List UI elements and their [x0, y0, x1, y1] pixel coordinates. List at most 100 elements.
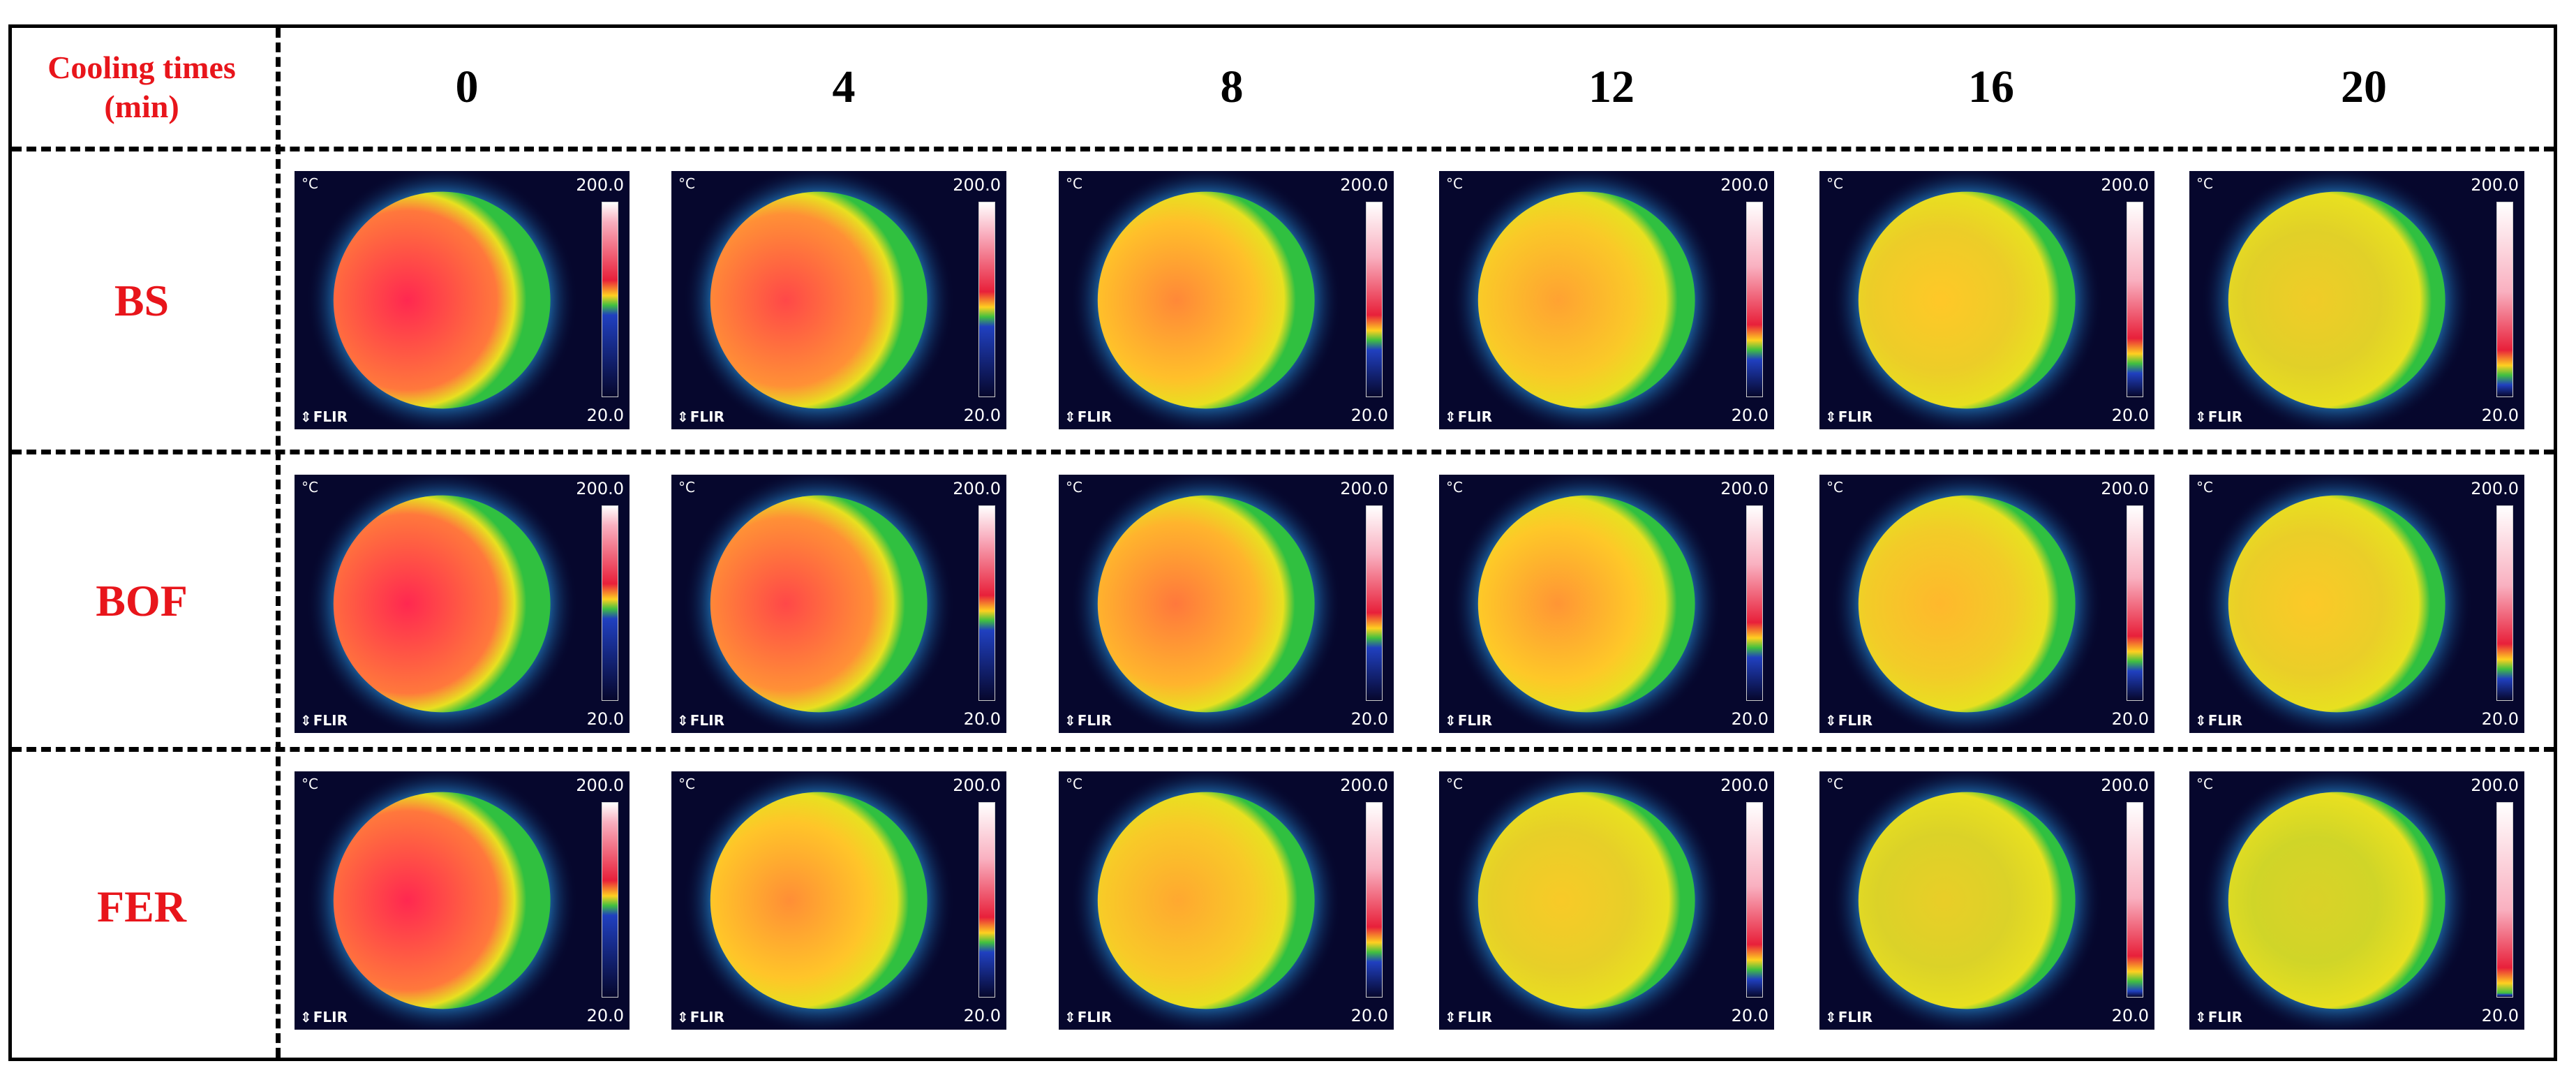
color-scale-bar: [1366, 202, 1383, 397]
flir-logo-text: FLIR: [1077, 1009, 1112, 1025]
color-scale-bar: [978, 202, 995, 397]
scale-min-label: 20.0: [2481, 709, 2519, 729]
scale-min-label: 20.0: [1350, 406, 1388, 425]
scale-max-label: 200.0: [1720, 175, 1769, 195]
scale-max-label: 200.0: [953, 479, 1001, 498]
flir-logo: ⇕ FLIR: [1445, 408, 1492, 425]
flir-logo-text: FLIR: [1457, 1009, 1493, 1025]
flir-logo-text: FLIR: [1077, 408, 1112, 425]
flir-logo: ⇕ FLIR: [2195, 408, 2242, 425]
unit-label: °C: [301, 776, 318, 792]
unit-label: °C: [1826, 175, 1843, 192]
column-divider: [276, 28, 281, 1058]
color-scale-bar: [2496, 802, 2513, 998]
scale-max-label: 200.0: [576, 175, 624, 195]
color-scale-bar: [602, 802, 618, 998]
flir-logo-text: FLIR: [1457, 408, 1493, 425]
flir-logo-text: FLIR: [2208, 408, 2243, 425]
scale-min-label: 20.0: [2481, 1006, 2519, 1025]
flir-logo-text: FLIR: [1838, 712, 1873, 729]
scale-min-label: 20.0: [963, 709, 1001, 729]
unit-label: °C: [1826, 479, 1843, 496]
color-scale-bar: [2127, 202, 2143, 397]
flir-logo: ⇕ FLIR: [677, 408, 724, 425]
flir-logo-text: FLIR: [690, 408, 725, 425]
flir-logo: ⇕ FLIR: [300, 712, 348, 729]
flir-logo-text: FLIR: [690, 1009, 725, 1025]
sample-disc: [683, 475, 955, 733]
scale-max-label: 200.0: [953, 776, 1001, 795]
flir-logo-text: FLIR: [313, 408, 348, 425]
flir-logo: ⇕ FLIR: [1825, 1009, 1873, 1025]
flir-mark-icon: ⇕: [300, 712, 312, 729]
color-scale-bar: [2127, 505, 2143, 701]
flir-logo-text: FLIR: [1457, 712, 1493, 729]
thermal-image: °C 200.0 20.0 ⇕ FLIR: [2189, 771, 2524, 1030]
flir-logo: ⇕ FLIR: [1825, 408, 1873, 425]
flir-mark-icon: ⇕: [1445, 1009, 1457, 1025]
row-label-bof: BOF: [96, 575, 188, 625]
thermal-image: °C 200.0 20.0 ⇕ FLIR: [1819, 475, 2154, 733]
flir-logo: ⇕ FLIR: [1064, 712, 1112, 729]
flir-mark-icon: ⇕: [2195, 712, 2207, 729]
flir-mark-icon: ⇕: [300, 1009, 312, 1025]
thermal-image: °C 200.0 20.0 ⇕ FLIR: [1059, 171, 1394, 429]
scale-min-label: 20.0: [2111, 406, 2149, 425]
flir-logo: ⇕ FLIR: [300, 1009, 348, 1025]
color-scale-bar: [1366, 802, 1383, 998]
time-header: 0: [455, 61, 479, 112]
thermal-image: °C 200.0 20.0 ⇕ FLIR: [2189, 171, 2524, 429]
sample-disc: [1451, 171, 1722, 429]
sample-disc: [1071, 171, 1342, 429]
cooling-times-header: Cooling times (min): [12, 28, 271, 147]
row-divider: [12, 450, 2554, 454]
thermal-image: °C 200.0 20.0 ⇕ FLIR: [1439, 771, 1774, 1030]
scale-min-label: 20.0: [1350, 1006, 1388, 1025]
flir-logo-text: FLIR: [690, 712, 725, 729]
scale-min-label: 20.0: [586, 709, 624, 729]
scale-max-label: 200.0: [1340, 776, 1388, 795]
unit-label: °C: [678, 175, 695, 192]
thermal-image: °C 200.0 20.0 ⇕ FLIR: [295, 771, 630, 1030]
flir-logo: ⇕ FLIR: [2195, 712, 2242, 729]
color-scale-bar: [2496, 202, 2513, 397]
unit-label: °C: [678, 776, 695, 792]
scale-min-label: 20.0: [1731, 406, 1769, 425]
corner-line2: (min): [104, 89, 179, 124]
flir-mark-icon: ⇕: [1825, 712, 1837, 729]
sample-disc: [683, 771, 955, 1030]
flir-logo: ⇕ FLIR: [300, 408, 348, 425]
unit-label: °C: [1066, 776, 1082, 792]
flir-logo-text: FLIR: [1838, 408, 1873, 425]
flir-logo: ⇕ FLIR: [1064, 1009, 1112, 1025]
unit-label: °C: [301, 175, 318, 192]
unit-label: °C: [2196, 175, 2213, 192]
thermal-image: °C 200.0 20.0 ⇕ FLIR: [1819, 171, 2154, 429]
scale-min-label: 20.0: [1731, 709, 1769, 729]
time-header: 20: [2341, 61, 2387, 112]
unit-label: °C: [678, 479, 695, 496]
thermal-image: °C 200.0 20.0 ⇕ FLIR: [1439, 171, 1774, 429]
thermal-image: °C 200.0 20.0 ⇕ FLIR: [671, 771, 1006, 1030]
thermal-image: °C 200.0 20.0 ⇕ FLIR: [2189, 475, 2524, 733]
scale-min-label: 20.0: [2111, 1006, 2149, 1025]
unit-label: °C: [2196, 479, 2213, 496]
unit-label: °C: [1446, 776, 1463, 792]
sample-disc: [306, 771, 578, 1030]
sample-disc: [1831, 475, 2103, 733]
flir-logo: ⇕ FLIR: [1445, 712, 1492, 729]
color-scale-bar: [978, 802, 995, 998]
flir-logo: ⇕ FLIR: [1064, 408, 1112, 425]
flir-mark-icon: ⇕: [677, 408, 689, 425]
time-header: 8: [1220, 61, 1244, 112]
thermal-image: °C 200.0 20.0 ⇕ FLIR: [1059, 475, 1394, 733]
color-scale-bar: [1366, 505, 1383, 701]
unit-label: °C: [1066, 175, 1082, 192]
sample-disc: [1071, 771, 1342, 1030]
scale-min-label: 20.0: [586, 1006, 624, 1025]
flir-logo: ⇕ FLIR: [2195, 1009, 2242, 1025]
sample-disc: [2201, 475, 2473, 733]
color-scale-bar: [1746, 802, 1763, 998]
thermal-image: °C 200.0 20.0 ⇕ FLIR: [1819, 771, 2154, 1030]
color-scale-bar: [978, 505, 995, 701]
